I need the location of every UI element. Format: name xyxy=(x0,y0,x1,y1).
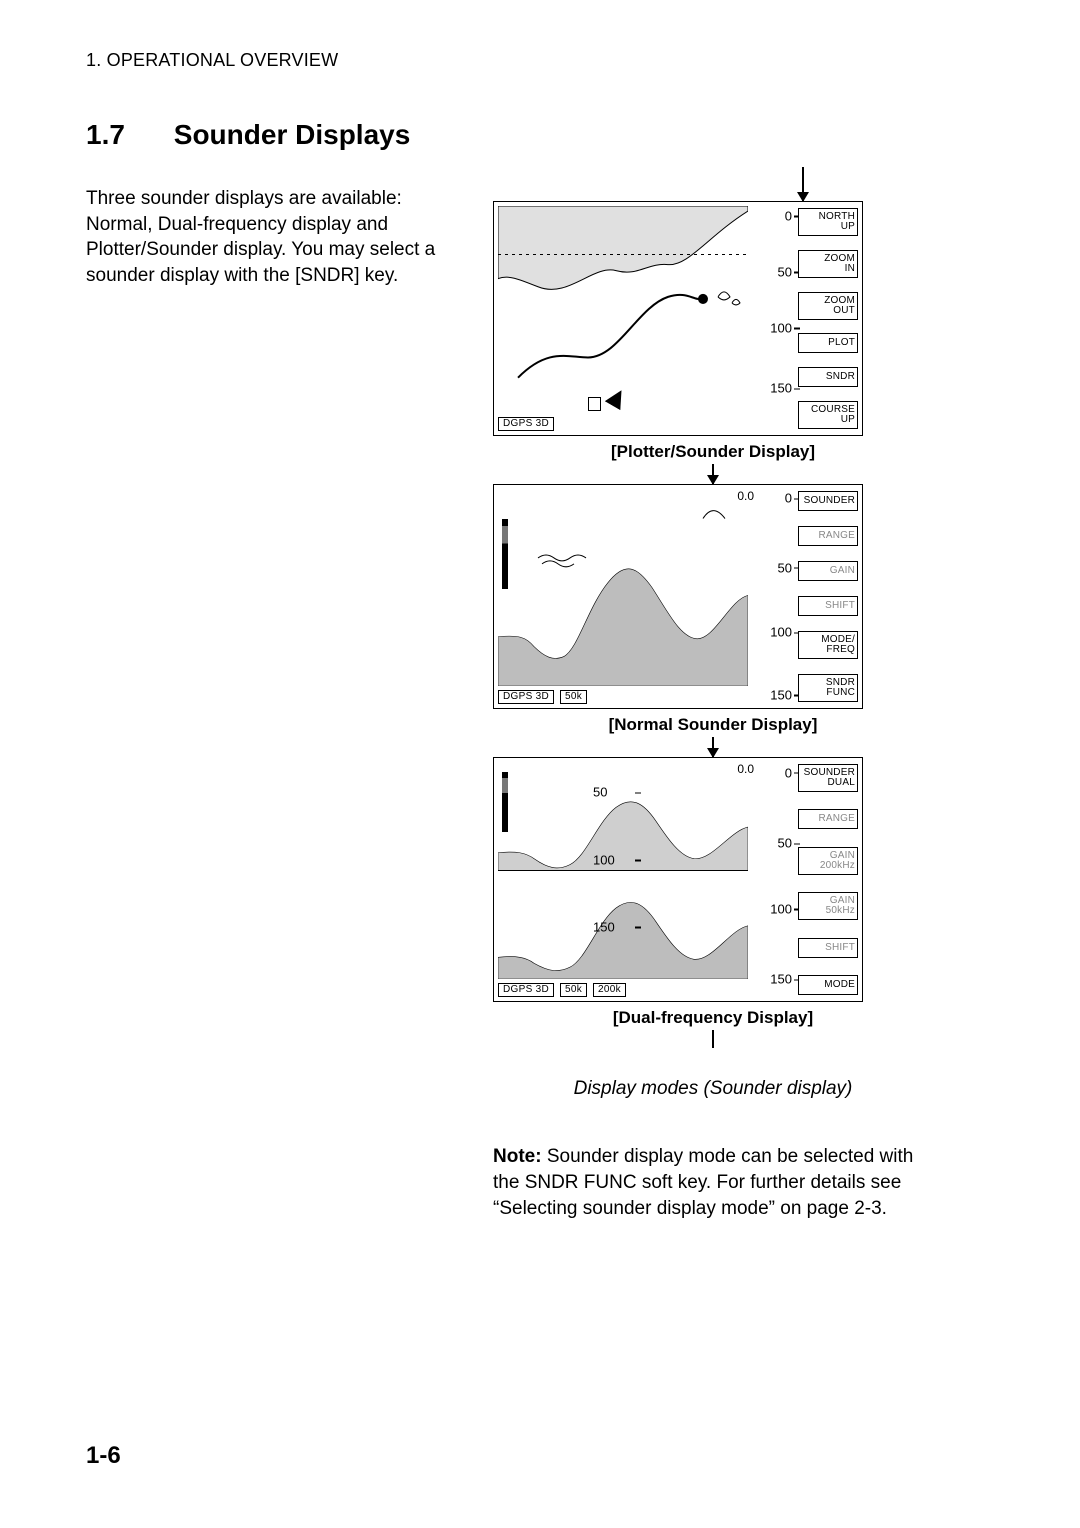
tick: 50 xyxy=(752,836,792,851)
softkey-gain-50[interactable]: GAIN 50kHz xyxy=(798,892,858,920)
status-chip-dgps: DGPS 3D xyxy=(498,690,554,704)
panel-dual-frequency: 0.0 50 xyxy=(493,757,863,1002)
status-bar: DGPS 3D 50k 200k xyxy=(498,983,626,997)
status-chip-dgps: DGPS 3D xyxy=(498,983,554,997)
depth-scale: 0 50 100 150 xyxy=(752,202,792,435)
depth-scale-right: 0 50 100 150 xyxy=(752,758,792,1001)
tick: 100 xyxy=(752,320,792,335)
softkey-zoom-in[interactable]: ZOOM IN xyxy=(798,250,858,278)
section-number: 1.7 xyxy=(86,119,166,151)
softkey-gain-200[interactable]: GAIN 200kHz xyxy=(798,847,858,875)
section-heading: 1.7 Sounder Displays xyxy=(86,119,994,151)
tick: 0 xyxy=(752,491,792,506)
tick: 150 xyxy=(752,972,792,987)
depth-scale: 0 50 100 150 xyxy=(752,485,792,708)
softkey-column: NORTH UP ZOOM IN ZOOM OUT PLOT SNDR COUR… xyxy=(798,208,858,429)
panel3-caption: [Dual-frequency Display] xyxy=(493,1008,933,1028)
softkey-sndr-func[interactable]: SNDR FUNC xyxy=(798,674,858,702)
softkey-gain[interactable]: GAIN xyxy=(798,561,858,581)
softkey-sounder[interactable]: SOUNDER xyxy=(798,491,858,511)
softkey-mode[interactable]: MODE xyxy=(798,975,858,995)
tick-left: 150 xyxy=(593,919,633,934)
softkey-zoom-out[interactable]: ZOOM OUT xyxy=(798,292,858,320)
softkey-range[interactable]: RANGE xyxy=(798,809,858,829)
softkey-sndr[interactable]: SNDR xyxy=(798,367,858,387)
softkey-course-up[interactable]: COURSE UP xyxy=(798,401,858,429)
status-bar: DGPS 3D 50k xyxy=(498,690,587,704)
tick-left: 100 xyxy=(593,852,633,867)
note: Note: Sounder display mode can be select… xyxy=(493,1144,933,1223)
softkey-column: SOUNDER RANGE GAIN SHIFT MODE/ FREQ SNDR… xyxy=(798,491,858,702)
echogram-dual: 50 100 150 xyxy=(498,762,748,979)
status-chip-dgps: DGPS 3D xyxy=(498,417,554,431)
status-bar: DGPS 3D xyxy=(498,417,554,431)
panel-normal-sounder: 0.0 xyxy=(493,484,863,709)
plotter-canvas xyxy=(498,206,748,413)
tick: 50 xyxy=(752,264,792,279)
status-chip-200k: 200k xyxy=(593,983,626,997)
softkey-plot[interactable]: PLOT xyxy=(798,333,858,353)
panel2-caption: [Normal Sounder Display] xyxy=(493,715,933,735)
status-chip-50k: 50k xyxy=(560,690,587,704)
tick-left: 50 xyxy=(593,785,633,800)
softkey-shift[interactable]: SHIFT xyxy=(798,596,858,616)
figure-caption: Display modes (Sounder display) xyxy=(493,1078,933,1100)
softkey-shift[interactable]: SHIFT xyxy=(798,938,858,958)
running-head: 1. OPERATIONAL OVERVIEW xyxy=(86,50,994,71)
tick: 100 xyxy=(752,625,792,640)
softkey-column: SOUNDER DUAL RANGE GAIN 200kHz GAIN 50kH… xyxy=(798,764,858,995)
section-title: Sounder Displays xyxy=(174,119,411,150)
panel-plotter-sounder: 0 50 100 150 NORTH UP ZOOM IN ZOOM OUT P… xyxy=(493,201,863,436)
note-label: Note: xyxy=(493,1146,542,1167)
panel1-caption: [Plotter/Sounder Display] xyxy=(493,442,933,462)
softkey-sounder-dual[interactable]: SOUNDER DUAL xyxy=(798,764,858,792)
tick: 0 xyxy=(752,208,792,223)
status-chip-50k: 50k xyxy=(560,983,587,997)
softkey-north-up[interactable]: NORTH UP xyxy=(798,208,858,236)
echogram xyxy=(498,489,748,686)
tick: 0 xyxy=(752,765,792,780)
tick: 150 xyxy=(752,687,792,702)
intro-paragraph: Three sounder displays are available: No… xyxy=(86,186,461,289)
page-number: 1-6 xyxy=(86,1442,121,1470)
ownship-chip xyxy=(588,397,601,411)
tick: 50 xyxy=(752,560,792,575)
tick: 100 xyxy=(752,901,792,916)
tick: 150 xyxy=(752,381,792,396)
softkey-range[interactable]: RANGE xyxy=(798,526,858,546)
softkey-mode-freq[interactable]: MODE/ FREQ xyxy=(798,631,858,659)
note-body: Sounder display mode can be selected wit… xyxy=(493,1146,913,1219)
figure: 0 50 100 150 NORTH UP ZOOM IN ZOOM OUT P… xyxy=(493,167,933,1223)
